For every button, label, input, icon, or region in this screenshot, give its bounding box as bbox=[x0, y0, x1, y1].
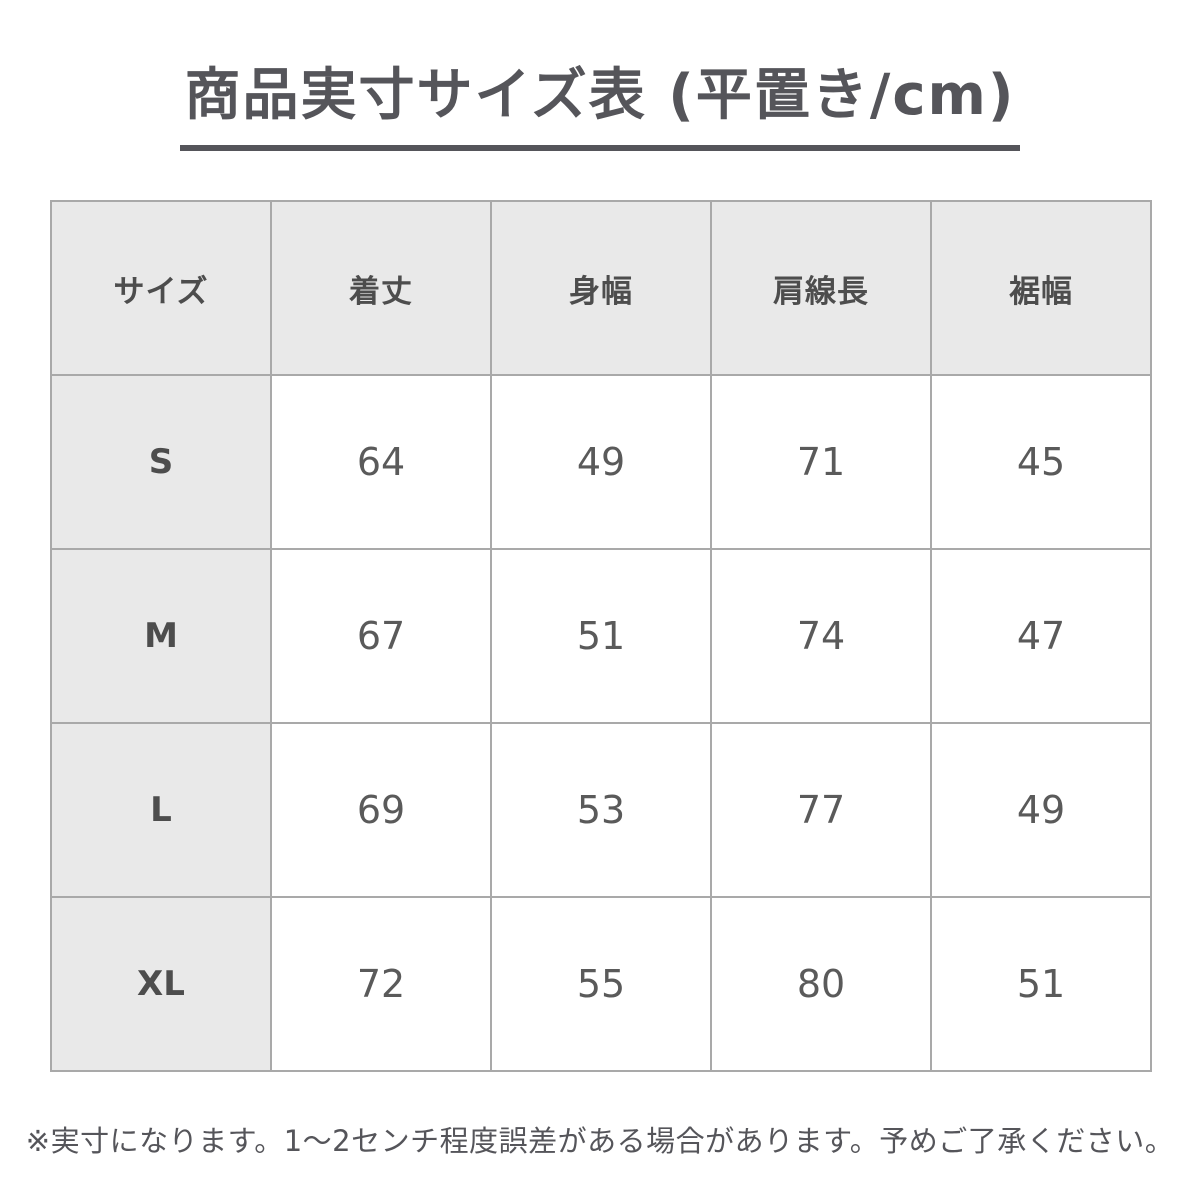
header-row: サイズ 着丈 身幅 肩線長 裾幅 bbox=[50, 200, 1152, 376]
size-table-header: サイズ 着丈 身幅 肩線長 裾幅 bbox=[50, 200, 1152, 376]
size-table-body: S 64 49 71 45 M 67 51 74 47 L 69 53 77 4… bbox=[50, 374, 1152, 1072]
column-header-size: サイズ bbox=[50, 200, 272, 376]
size-label: S bbox=[50, 374, 272, 550]
table-row-l: L 69 53 77 49 bbox=[50, 722, 1152, 898]
table-row-xl: XL 72 55 80 51 bbox=[50, 896, 1152, 1072]
value-cell: 67 bbox=[270, 548, 492, 724]
value-cell: 74 bbox=[710, 548, 932, 724]
column-header-body-width: 身幅 bbox=[490, 200, 712, 376]
value-cell: 45 bbox=[930, 374, 1152, 550]
value-cell: 55 bbox=[490, 896, 712, 1072]
page-title-wrap: 商品実寸サイズ表 (平置き/cm) bbox=[0, 62, 1200, 152]
size-label: M bbox=[50, 548, 272, 724]
table-row-m: M 67 51 74 47 bbox=[50, 548, 1152, 724]
column-header-body-length: 着丈 bbox=[270, 200, 492, 376]
value-cell: 51 bbox=[490, 548, 712, 724]
page-title: 商品実寸サイズ表 (平置き/cm) bbox=[180, 62, 1020, 152]
disclaimer-note: ※実寸になります。1〜2センチ程度誤差がある場合があります。予めご了承ください。 bbox=[25, 1124, 1175, 1158]
value-cell: 47 bbox=[930, 548, 1152, 724]
value-cell: 71 bbox=[710, 374, 932, 550]
value-cell: 53 bbox=[490, 722, 712, 898]
value-cell: 77 bbox=[710, 722, 932, 898]
column-header-hem-width: 裾幅 bbox=[930, 200, 1152, 376]
value-cell: 69 bbox=[270, 722, 492, 898]
value-cell: 49 bbox=[490, 374, 712, 550]
value-cell: 49 bbox=[930, 722, 1152, 898]
value-cell: 80 bbox=[710, 896, 932, 1072]
value-cell: 72 bbox=[270, 896, 492, 1072]
size-table: サイズ 着丈 身幅 肩線長 裾幅 S 64 49 71 45 M 67 51 7… bbox=[50, 200, 1152, 1072]
table-row-s: S 64 49 71 45 bbox=[50, 374, 1152, 550]
column-header-shoulder-line: 肩線長 bbox=[710, 200, 932, 376]
value-cell: 64 bbox=[270, 374, 492, 550]
value-cell: 51 bbox=[930, 896, 1152, 1072]
size-label: XL bbox=[50, 896, 272, 1072]
size-label: L bbox=[50, 722, 272, 898]
